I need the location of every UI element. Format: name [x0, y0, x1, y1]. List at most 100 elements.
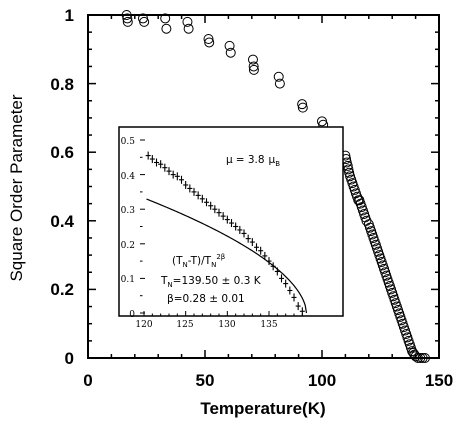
inset-data-point [154, 158, 159, 167]
inset-data-point [199, 194, 205, 203]
data-point [248, 64, 259, 75]
inset-data-point [299, 307, 305, 316]
inset-data-point [179, 175, 184, 184]
inset-data-point [245, 234, 251, 243]
data-point [248, 61, 259, 72]
y-axis-title: Square Order Parameter [7, 94, 26, 281]
main-x-tick-50: 50 [196, 371, 215, 390]
data-point [409, 349, 420, 360]
inset-x-tick-125: 125 [176, 320, 193, 330]
inset-x-tick-130: 130 [218, 320, 235, 330]
inset-data-point [270, 262, 276, 271]
inset-data-point [274, 267, 280, 276]
main-x-tick-0: 0 [83, 371, 92, 390]
inset-data-point [174, 172, 180, 181]
data-point [182, 16, 193, 27]
inset-data-point [195, 191, 201, 200]
inset-data-point [162, 163, 168, 172]
inset-data-point [237, 225, 243, 234]
main-y-tick-0.4: 0.4 [50, 212, 74, 231]
x-axis-title: Temperature(K) [200, 399, 325, 418]
data-point [122, 13, 133, 24]
moment-value: = 3.8 [236, 154, 265, 166]
inset-data-point [262, 251, 268, 260]
main-y-tick-0.8: 0.8 [50, 75, 74, 94]
data-point [419, 353, 430, 363]
inset-data-points [145, 151, 305, 316]
data-point [204, 37, 215, 48]
fit-formula-part-a: (T [172, 255, 183, 267]
inset-data-point [158, 160, 164, 169]
fit-formula-subscript-n2: N [211, 261, 216, 269]
data-point [297, 99, 308, 110]
inset-y-tick-0.2: 0.2 [121, 241, 135, 251]
inset-data-point [208, 201, 214, 210]
data-point [274, 78, 285, 89]
inset-data-point [145, 151, 151, 160]
fit-formula-subscript-n: N [183, 261, 188, 269]
data-point [343, 164, 354, 175]
data-point [160, 13, 171, 24]
inset-data-point [258, 246, 264, 255]
data-point [410, 351, 421, 362]
beta-label: β=0.28 ± 0.01 [167, 293, 245, 305]
data-point [297, 102, 308, 113]
inset-fit-annotation: (TN-T)/TN2β TN=139.50 ± 0.3 K β=0.28 ± 0… [160, 253, 262, 305]
data-point [412, 353, 423, 363]
data-point [161, 23, 172, 34]
inset-data-point [254, 243, 259, 252]
fit-formula-exponent: 2β [216, 253, 225, 261]
inset-ticks [140, 139, 303, 316]
data-point [121, 10, 132, 20]
inset-data-point [191, 187, 197, 196]
data-point [183, 23, 194, 34]
data-point [273, 71, 284, 82]
inset-data-point [266, 257, 272, 266]
inset-x-tick-120: 120 [135, 320, 152, 330]
inset-data-point [149, 155, 155, 164]
inset-data-point [212, 205, 218, 214]
inset-x-tick-135: 135 [260, 320, 277, 330]
neel-symbol: T [160, 275, 168, 287]
main-y-tick-0: 0 [65, 349, 74, 368]
inset-moment-annotation: μ = 3.8 μB [226, 154, 280, 168]
data-point [417, 353, 428, 363]
moment-symbol: μ [226, 154, 233, 166]
inset-data-point [233, 222, 239, 231]
neel-temperature-label: TN=139.50 ± 0.3 K [160, 275, 262, 289]
neel-subscript: N [167, 281, 172, 289]
inset-data-point [170, 170, 176, 179]
data-point [247, 54, 258, 65]
inset-chart: 120 125 130 135 0 0.1 0.2 0.3 0.4 0.5 μ =… [118, 126, 344, 330]
inset-data-point [291, 293, 297, 302]
main-y-tick-0.2: 0.2 [50, 280, 74, 299]
inset-data-point [204, 198, 209, 207]
data-point [122, 16, 133, 27]
inset-data-point [229, 219, 234, 228]
moment-label: μ = 3.8 μB [226, 154, 280, 168]
inset-y-tick-0.4: 0.4 [121, 172, 136, 182]
fit-formula-part-b: -T)/T [188, 255, 212, 267]
main-y-tick-0.6: 0.6 [50, 143, 74, 162]
main-x-tick-150: 150 [425, 371, 453, 390]
inset-data-point [241, 229, 247, 238]
main-ticks [87, 14, 440, 359]
inset-data-point [183, 180, 189, 189]
main-x-tick-100: 100 [308, 371, 336, 390]
inset-data-point [166, 167, 172, 176]
inset-y-tick-0.5: 0.5 [121, 137, 136, 147]
inset-data-point [224, 215, 230, 224]
inset-data-point [283, 279, 289, 288]
data-point [139, 16, 150, 27]
inset-data-point [279, 274, 284, 283]
inset-data-point [187, 184, 193, 193]
data-point [415, 353, 426, 363]
fit-formula: (TN-T)/TN2β [172, 253, 225, 269]
inset-y-tick-0.1: 0.1 [121, 275, 135, 285]
inset-y-tick-0: 0 [129, 310, 135, 320]
data-point [224, 40, 235, 51]
neel-value: =139.50 ± 0.3 K [173, 275, 262, 287]
main-y-tick-1: 1 [65, 6, 74, 25]
inset-data-point [220, 212, 226, 221]
